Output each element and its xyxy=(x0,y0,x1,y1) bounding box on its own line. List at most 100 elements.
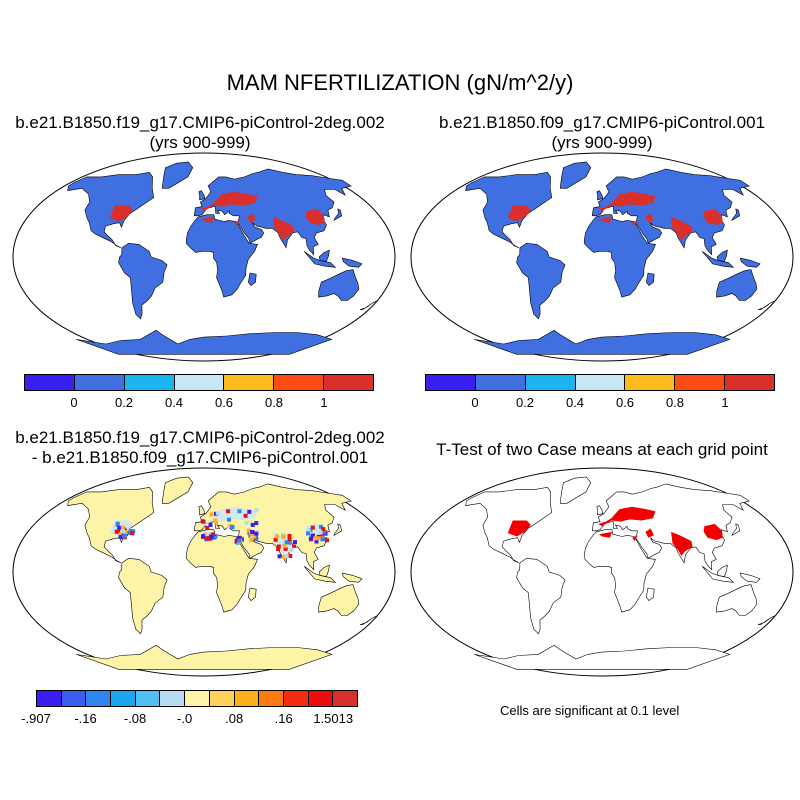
landmass-antarctica xyxy=(76,329,333,355)
diff-cell xyxy=(230,525,235,529)
landmass-antarctica xyxy=(76,644,333,670)
diff-cell xyxy=(320,537,325,542)
diff-cell xyxy=(275,534,279,539)
landmass-uk xyxy=(596,190,604,201)
panel2-title-line2: (yrs 900-999) xyxy=(551,133,653,152)
colorbar-swatch xyxy=(74,375,125,390)
landmass-eurasia xyxy=(193,168,352,256)
landmass-eurasia xyxy=(591,168,750,256)
landmass-indonesia xyxy=(303,566,337,583)
landmass-ng xyxy=(341,572,363,583)
high-value-region xyxy=(671,531,693,556)
colorbar-tick-label: 0 xyxy=(471,395,479,410)
colorbar-swatch xyxy=(475,375,526,390)
colorbar-swatch xyxy=(308,691,334,706)
diff-cell xyxy=(205,532,210,537)
diff-cell xyxy=(314,539,319,544)
diff-cell xyxy=(123,534,128,539)
high-value-region xyxy=(273,216,295,241)
colorbar-swatch xyxy=(283,691,309,706)
landmass-greenland xyxy=(559,476,592,504)
diff-cell xyxy=(236,536,241,541)
landmass-japan xyxy=(333,523,343,537)
landmass-greenland xyxy=(161,161,194,189)
diff-cell xyxy=(254,508,259,513)
high-value-region xyxy=(598,506,656,527)
high-value-region xyxy=(507,205,531,222)
diff-cell xyxy=(243,513,248,518)
colorbar-swatch xyxy=(124,375,175,390)
diff-cell xyxy=(208,523,213,527)
landmass-australia xyxy=(318,584,360,616)
panel3-title: b.e21.B1850.f19_g17.CMIP6-piControl-2deg… xyxy=(0,428,400,468)
colorbar-swatch xyxy=(209,691,235,706)
landmass-greenland xyxy=(559,161,592,189)
landmass-eurasia xyxy=(591,483,750,571)
colorbar-swatch xyxy=(37,691,62,706)
colorbar-tick-label: 1.5013 xyxy=(313,711,354,726)
colorbar-tick-label: 0.2 xyxy=(114,395,134,410)
colorbar-swatch xyxy=(185,691,210,706)
diff-cell xyxy=(282,555,287,560)
colorbar-tick-label: 1 xyxy=(721,395,729,410)
colorbar-swatch xyxy=(135,691,161,706)
colorbar-swatch xyxy=(61,691,87,706)
landmass-australia xyxy=(318,269,360,301)
diff-cell xyxy=(292,543,296,548)
landmass-madagascar xyxy=(645,272,655,287)
landmass-madagascar xyxy=(247,587,257,602)
landmass-japan xyxy=(333,208,343,222)
landmass-japan xyxy=(731,208,741,222)
diff-cell xyxy=(273,537,278,542)
diff-cell xyxy=(254,531,259,536)
colorbar-swatch xyxy=(426,375,476,390)
diff-cell xyxy=(284,540,289,545)
high-value-region xyxy=(645,528,654,538)
high-value-region xyxy=(632,220,638,227)
landmass-australia xyxy=(716,269,758,301)
panel1-title: b.e21.B1850.f19_g17.CMIP6-piControl-2deg… xyxy=(0,113,400,153)
colorbar-tick-label: 0.4 xyxy=(565,395,585,410)
diff-cell xyxy=(313,536,318,541)
diff-cell xyxy=(214,520,219,525)
diff-cell xyxy=(250,530,255,534)
high-value-region xyxy=(632,535,638,542)
colorbar-swatch xyxy=(333,691,357,706)
colorbar-swatch xyxy=(86,691,112,706)
landmass-samerica xyxy=(118,242,168,320)
significance-note: Cells are significant at 0.1 level xyxy=(500,703,680,718)
panel3-title-line2: - b.e21.B1850.f09_g17.CMIP6-piControl.00… xyxy=(31,448,369,467)
panel2-colorbar xyxy=(425,374,775,391)
colorbar-tick-label: 0.8 xyxy=(264,395,284,410)
high-value-region xyxy=(599,216,612,223)
landmass-ng xyxy=(739,257,761,268)
diff-cell xyxy=(212,535,217,540)
high-value-region xyxy=(201,216,214,223)
colorbar-swatch xyxy=(174,375,225,390)
colorbar-swatch xyxy=(234,691,260,706)
landmass-africa xyxy=(583,529,656,613)
landmass-indonesia xyxy=(701,566,735,583)
diff-cell xyxy=(319,524,323,529)
high-value-region xyxy=(234,220,240,227)
colorbar-tick-label: 0.6 xyxy=(214,395,234,410)
diff-cell xyxy=(293,540,297,545)
colorbar-swatch xyxy=(625,375,676,390)
landmass-madagascar xyxy=(247,272,257,287)
panel1-title-line1: b.e21.B1850.f19_g17.CMIP6-piControl-2deg… xyxy=(15,113,385,132)
high-value-region xyxy=(703,523,723,540)
diff-cell xyxy=(288,553,293,558)
high-value-region xyxy=(247,213,256,223)
diff-cell xyxy=(215,511,220,516)
diff-cell xyxy=(210,532,215,537)
diff-cell xyxy=(325,538,329,543)
diff-cell xyxy=(289,547,294,552)
colorbar-tick-label: 0.8 xyxy=(665,395,685,410)
diff-cell xyxy=(205,525,210,530)
colorbar-swatch xyxy=(324,375,374,390)
high-value-region xyxy=(109,205,133,222)
colorbar-swatch xyxy=(259,691,284,706)
landmass-namerica xyxy=(465,171,553,249)
diff-cell xyxy=(118,535,123,540)
landmass-australia xyxy=(716,584,758,616)
